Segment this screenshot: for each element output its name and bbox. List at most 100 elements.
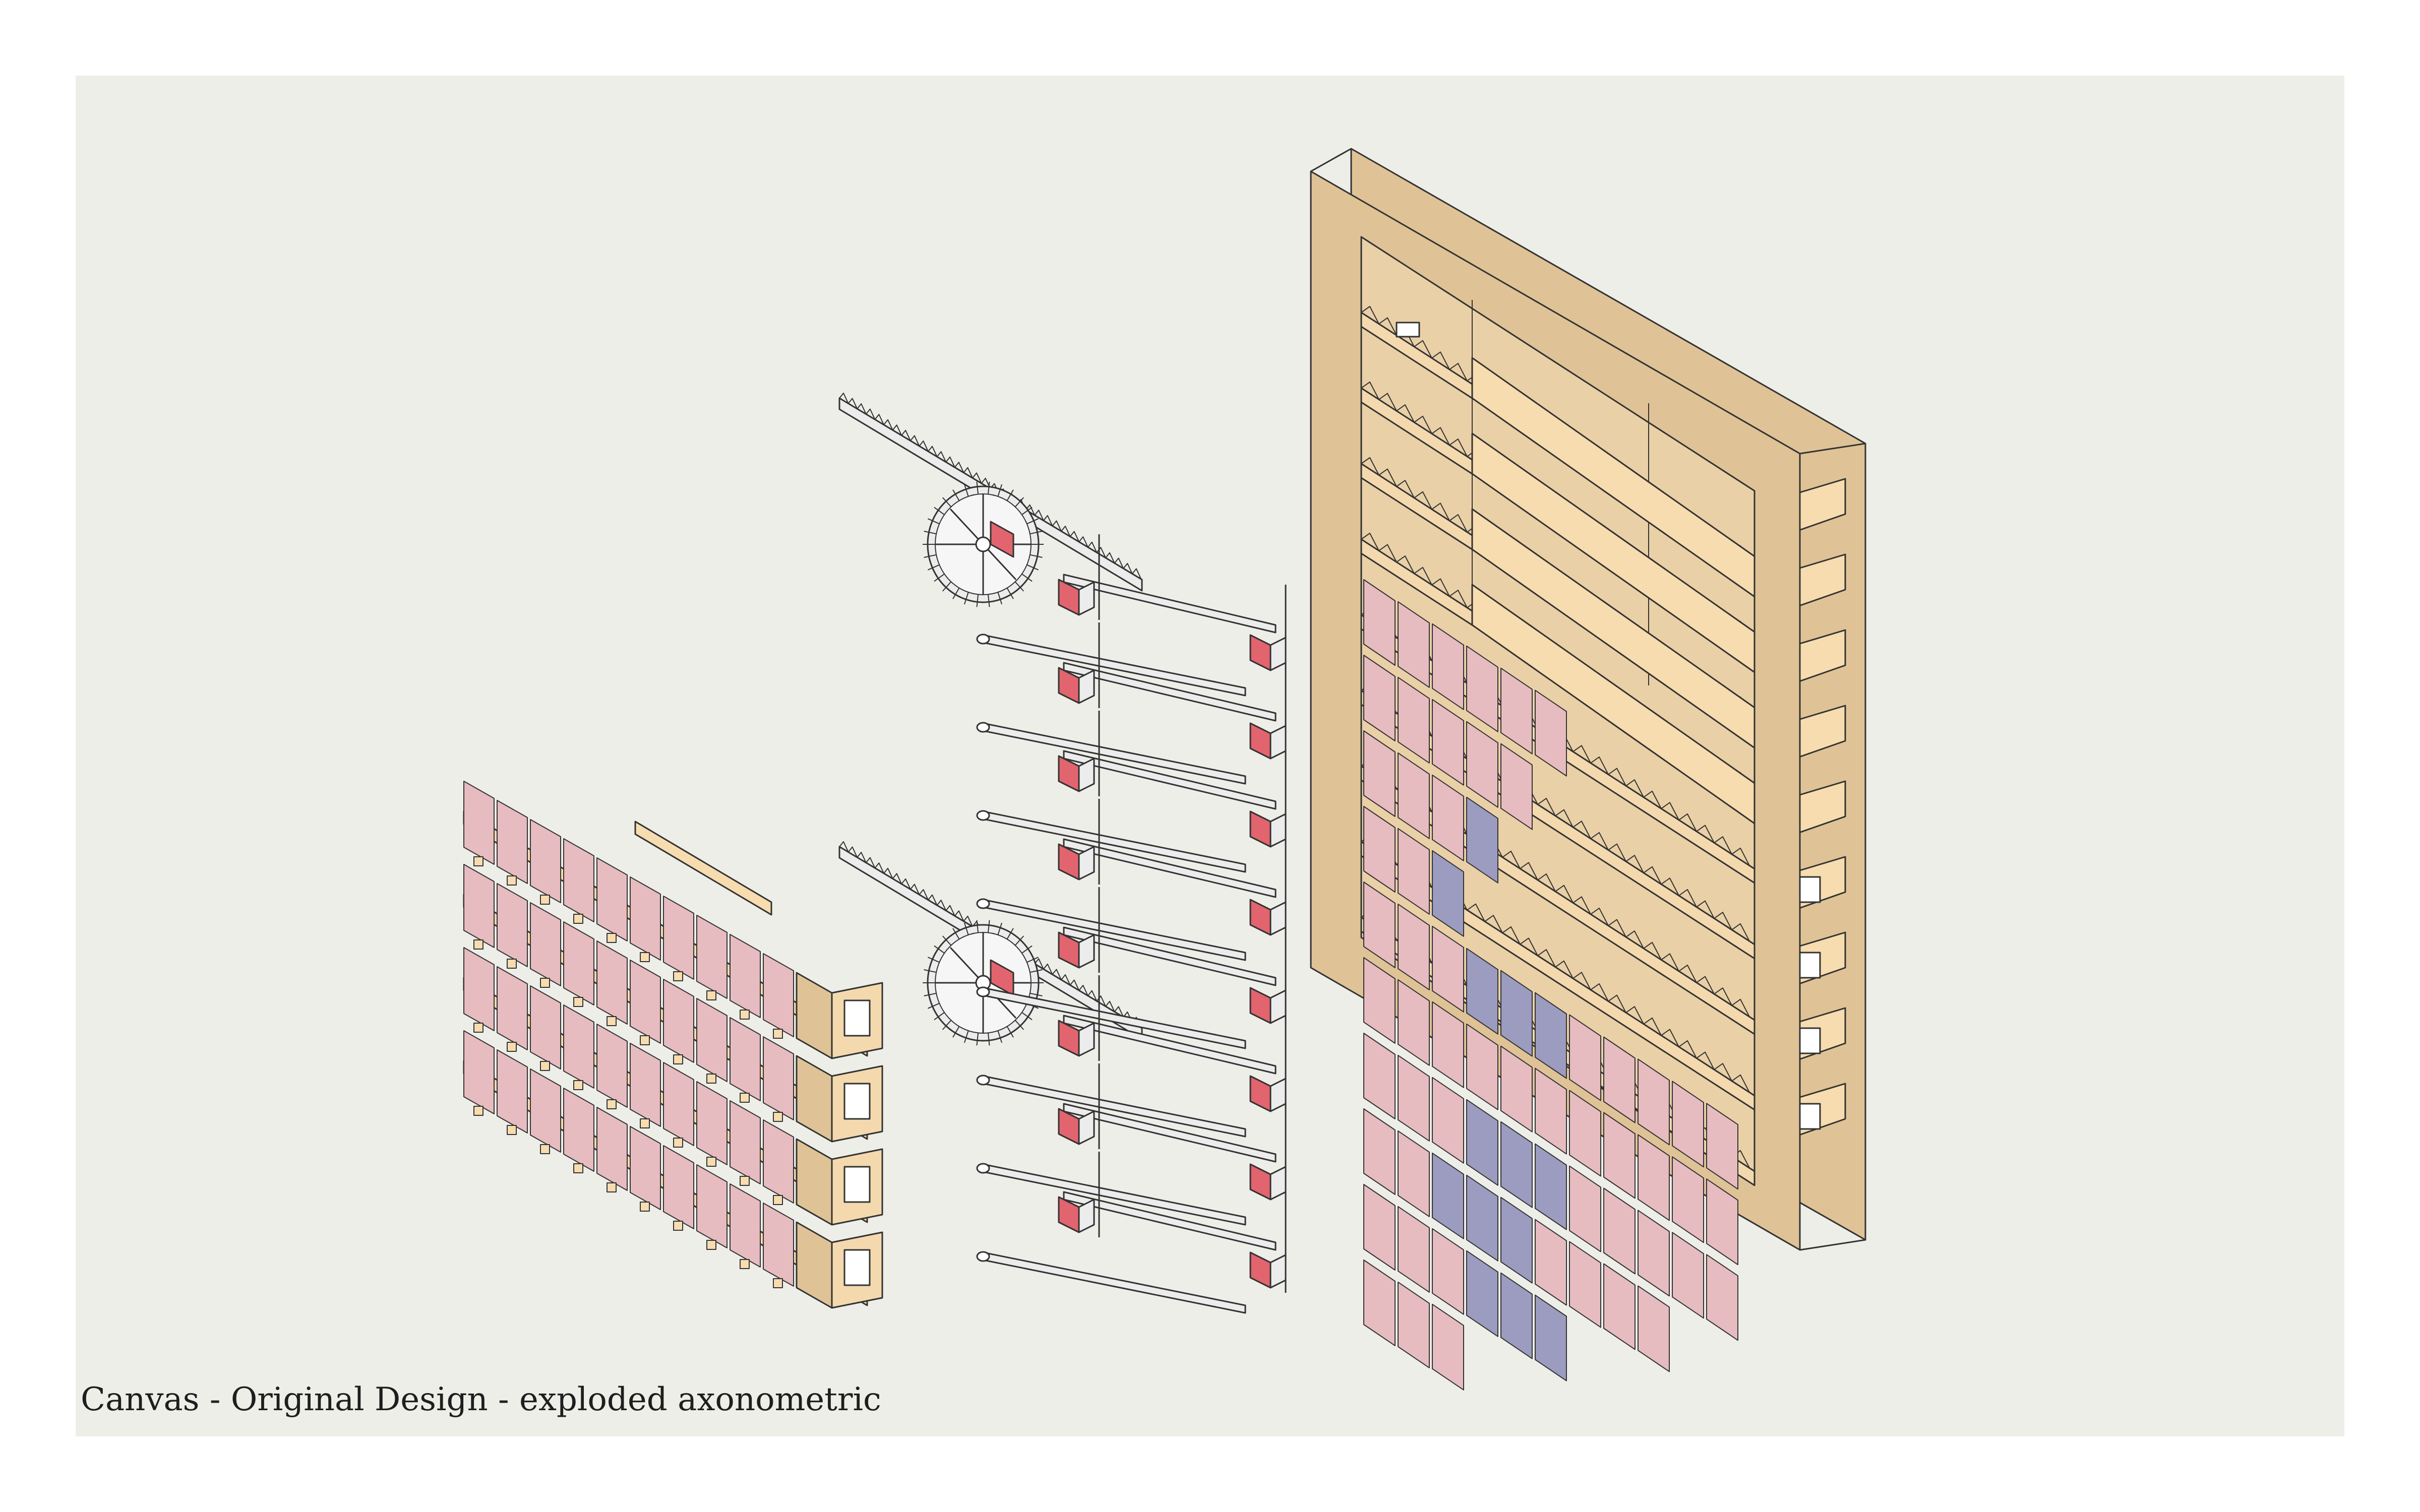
panel-tile-peg	[773, 1279, 782, 1288]
panel-tile-peg	[574, 1081, 583, 1090]
frame-tile-pink	[1432, 1304, 1464, 1390]
panel-tile	[697, 1165, 727, 1248]
panel-end-block	[797, 1222, 832, 1308]
panel-tile-peg	[740, 1093, 749, 1102]
panel-end-block	[797, 1139, 832, 1225]
frame-tile-pink	[1638, 1210, 1669, 1296]
panel-tile	[763, 954, 794, 1037]
panel-tile-peg	[507, 959, 516, 968]
panel-tile-peg	[674, 1138, 683, 1147]
panel-tile-peg	[707, 1157, 716, 1166]
panel-tile	[497, 884, 527, 967]
mech-arm	[983, 635, 1245, 696]
panel-tile	[697, 998, 727, 1082]
frame-edge	[1311, 149, 1351, 171]
panel-tile-peg	[707, 1240, 716, 1249]
panel-tile	[564, 1005, 594, 1088]
panel-tile	[730, 934, 760, 1018]
panel-tile-peg	[740, 1010, 749, 1019]
frame-tile-pink	[1364, 1184, 1395, 1270]
panel-tile	[464, 864, 494, 948]
frame-edge	[1800, 1240, 1865, 1250]
panel-clip-slot	[844, 1250, 870, 1285]
frame-tile-pink	[1432, 1229, 1464, 1314]
panel-tile-peg	[474, 1023, 483, 1032]
panel-tile	[697, 1082, 727, 1165]
frame-tile-pink	[1569, 1166, 1601, 1252]
panel-tile-peg	[707, 1074, 716, 1083]
mech-actuator	[1250, 635, 1270, 670]
frame-bracket-slot	[1800, 1104, 1820, 1129]
frame-tile-pink	[1398, 1055, 1429, 1141]
panel-tile	[497, 800, 527, 884]
mech-actuator-side	[1270, 1079, 1286, 1111]
panel-tile-peg	[640, 1036, 649, 1045]
mech-hook	[977, 987, 989, 996]
exploded-axonometric-drawing	[76, 76, 2344, 1436]
mech-hook	[977, 811, 989, 820]
panel-tile	[530, 1069, 561, 1152]
panel-tile	[663, 979, 694, 1062]
mech-actuator-side	[1270, 902, 1286, 935]
panel-tile	[530, 986, 561, 1069]
mech-hook	[977, 1076, 989, 1085]
mech-actuator-side	[1270, 990, 1286, 1023]
panel-tile-peg	[740, 1259, 749, 1269]
panel-clip-slot	[844, 1167, 870, 1202]
mech-hook	[977, 723, 989, 732]
frame-bracket-slot	[1800, 953, 1820, 978]
frame-tile-pink	[1364, 1033, 1395, 1119]
panel-tile	[464, 1031, 494, 1114]
panel-tile-peg	[674, 1221, 683, 1230]
panel-tile-peg	[474, 1106, 483, 1115]
panel-tile-peg	[540, 978, 550, 987]
frame-tile-blue	[1535, 1144, 1566, 1230]
mech-actuator	[1250, 723, 1270, 759]
frame-assembly	[1311, 149, 1865, 1390]
frame-tile-blue	[1535, 1295, 1566, 1381]
panel-tile	[730, 1184, 760, 1267]
mech-arm	[983, 811, 1245, 872]
frame-tile-pink	[1604, 1264, 1635, 1349]
panel-tile-peg	[540, 895, 550, 904]
frame-tile-pink	[1638, 1286, 1669, 1371]
panel-tile	[730, 1018, 760, 1101]
panel-clip-slot	[844, 1000, 870, 1036]
mech-arm	[983, 723, 1245, 784]
panel-tile	[630, 877, 660, 960]
panel-tile	[597, 941, 627, 1024]
panel-tile-peg	[773, 1112, 782, 1121]
frame-tile-blue	[1501, 1198, 1532, 1283]
panel-tile	[630, 1126, 660, 1210]
panel-end-block	[797, 973, 832, 1058]
panel-clip-slot	[844, 1084, 870, 1119]
frame-tile-pink	[1398, 1282, 1429, 1368]
mech-hook	[977, 1252, 989, 1261]
panel-tile	[497, 1050, 527, 1133]
mech-actuator-side	[1270, 1167, 1286, 1200]
panel-tile-peg	[674, 1055, 683, 1064]
frame-tile-blue	[1501, 1122, 1532, 1208]
panel-tile-peg	[607, 1017, 616, 1026]
frame-tile-pink	[1604, 1188, 1635, 1274]
panel-tile-peg	[607, 933, 616, 942]
mech-actuator	[1250, 1076, 1270, 1111]
panel-tile-peg	[507, 1042, 516, 1051]
panel-tile-peg	[607, 1100, 616, 1109]
mech-actuator	[1250, 1252, 1270, 1288]
frame-bracket-slot	[1800, 877, 1820, 902]
mech-arm	[983, 1164, 1245, 1225]
panel-tile-peg	[474, 940, 483, 949]
frame-tile-pink	[1672, 1232, 1704, 1318]
panel-tile	[597, 1107, 627, 1190]
panel-tile-peg	[507, 1125, 516, 1135]
panel-tile	[530, 820, 561, 903]
panel-tile-peg	[474, 857, 483, 866]
panel-tile-peg	[540, 1145, 550, 1154]
panel-tile	[763, 1120, 794, 1203]
mech-actuator	[1250, 1164, 1270, 1200]
mech-arm	[983, 1076, 1245, 1137]
mech-actuator	[1250, 811, 1270, 847]
panel-tile	[663, 1146, 694, 1229]
panel-tile-peg	[540, 1061, 550, 1070]
